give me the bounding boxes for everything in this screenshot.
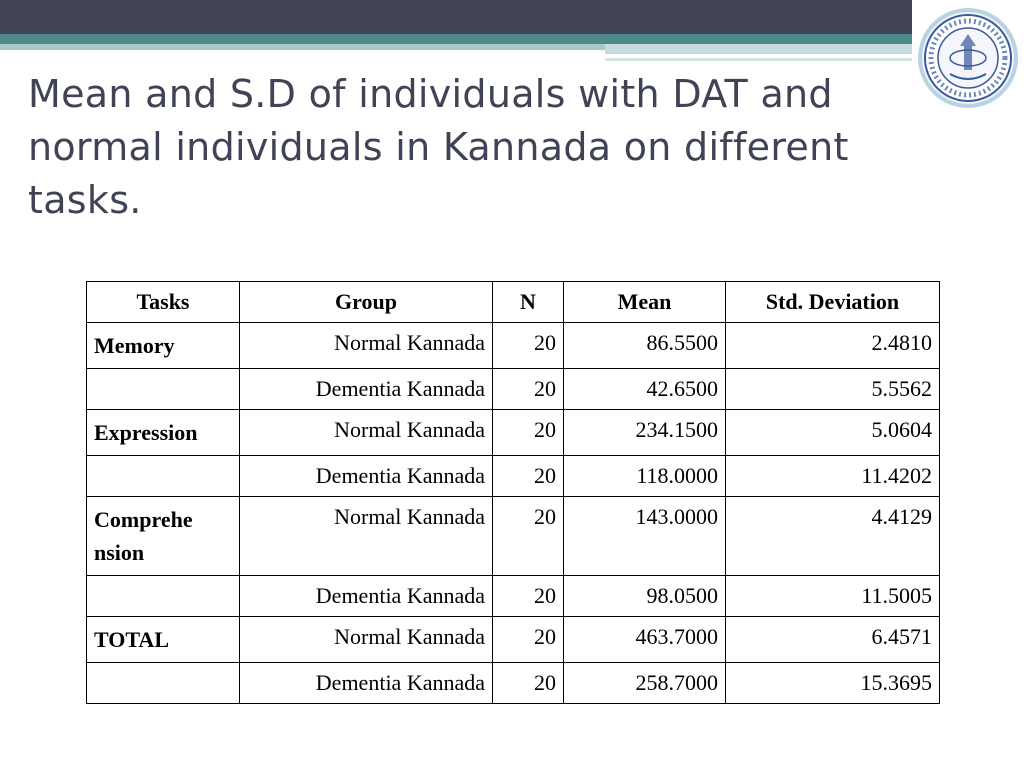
col-header-mean: Mean	[563, 281, 726, 323]
mean-cell: 42.6500	[563, 368, 726, 410]
table-row: Memory Normal Kannada 20 86.5500 2.4810	[86, 322, 940, 369]
sd-cell: 5.0604	[725, 409, 940, 456]
header-bar-dark	[0, 0, 912, 34]
n-cell: 20	[492, 409, 564, 456]
group-cell: Dementia Kannada	[239, 575, 493, 617]
n-cell: 20	[492, 662, 564, 704]
task-cell	[86, 368, 240, 410]
col-header-tasks: Tasks	[86, 281, 240, 323]
group-cell: Normal Kannada	[239, 496, 493, 576]
n-cell: 20	[492, 575, 564, 617]
n-cell: 20	[492, 496, 564, 576]
mean-cell: 118.0000	[563, 455, 726, 497]
col-header-group: Group	[239, 281, 493, 323]
col-header-std-deviation: Std. Deviation	[725, 281, 940, 323]
mean-cell: 258.7000	[563, 662, 726, 704]
mean-cell: 98.0500	[563, 575, 726, 617]
task-cell: Memory	[86, 322, 240, 369]
header-bar-teal	[0, 34, 912, 44]
task-cell	[86, 662, 240, 704]
task-cell	[86, 455, 240, 497]
table-row: Dementia Kannada 20 98.0500 11.5005	[86, 575, 940, 617]
table-row: Expression Normal Kannada 20 234.1500 5.…	[86, 409, 940, 456]
n-cell: 20	[492, 455, 564, 497]
table-row: Dementia Kannada 20 42.6500 5.5562	[86, 368, 940, 410]
group-cell: Dementia Kannada	[239, 368, 493, 410]
group-cell: Normal Kannada	[239, 409, 493, 456]
table-row: Dementia Kannada 20 258.7000 15.3695	[86, 662, 940, 704]
table-row: TOTAL Normal Kannada 20 463.7000 6.4571	[86, 616, 940, 663]
table-row: Comprehe nsion Normal Kannada 20 143.000…	[86, 496, 940, 576]
task-cell	[86, 575, 240, 617]
n-cell: 20	[492, 368, 564, 410]
group-cell: Dementia Kannada	[239, 455, 493, 497]
group-cell: Dementia Kannada	[239, 662, 493, 704]
header-bar-light	[0, 44, 605, 50]
n-cell: 20	[492, 616, 564, 663]
col-header-n: N	[492, 281, 564, 323]
sd-cell: 2.4810	[725, 322, 940, 369]
header-bar-thin	[605, 58, 912, 61]
mean-cell: 234.1500	[563, 409, 726, 456]
header-bar-light-right	[605, 44, 912, 54]
mean-cell: 463.7000	[563, 616, 726, 663]
group-cell: Normal Kannada	[239, 616, 493, 663]
mean-cell: 86.5500	[563, 322, 726, 369]
sd-cell: 4.4129	[725, 496, 940, 576]
slide-title: Mean and S.D of individuals with DAT and…	[28, 72, 849, 222]
sd-cell: 11.4202	[725, 455, 940, 497]
n-cell: 20	[492, 322, 564, 369]
table-row: Dementia Kannada 20 118.0000 11.4202	[86, 455, 940, 497]
task-cell: TOTAL	[86, 616, 240, 663]
task-cell: Expression	[86, 409, 240, 456]
sd-cell: 6.4571	[725, 616, 940, 663]
results-table: Tasks Group N Mean Std. Deviation Memory…	[86, 281, 940, 704]
institute-seal-logo	[916, 6, 1020, 110]
sd-cell: 11.5005	[725, 575, 940, 617]
sd-cell: 5.5562	[725, 368, 940, 410]
task-cell: Comprehe nsion	[86, 496, 240, 576]
sd-cell: 15.3695	[725, 662, 940, 704]
mean-cell: 143.0000	[563, 496, 726, 576]
group-cell: Normal Kannada	[239, 322, 493, 369]
table-header-row: Tasks Group N Mean Std. Deviation	[86, 281, 940, 323]
